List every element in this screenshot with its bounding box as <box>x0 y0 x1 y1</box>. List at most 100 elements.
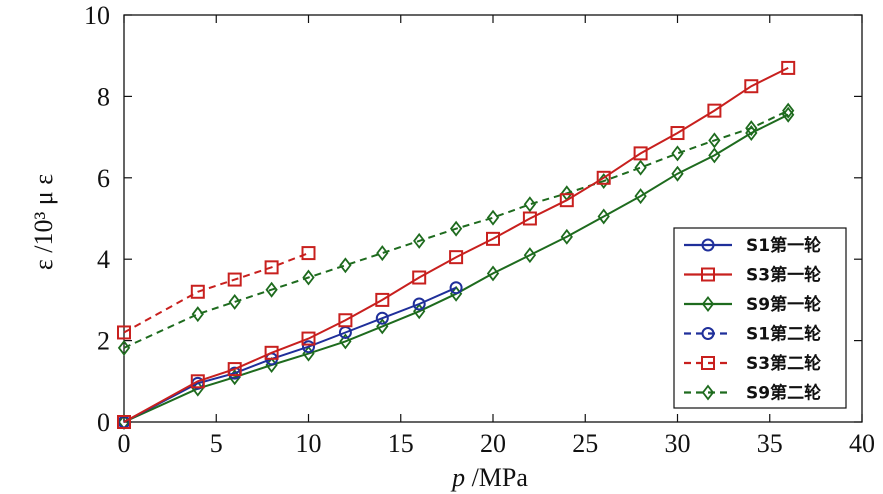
legend-marker <box>701 267 715 282</box>
data-point <box>634 188 647 205</box>
legend-box <box>673 227 847 409</box>
data-point <box>670 126 685 141</box>
x-axis-label-italic: p <box>450 463 465 492</box>
x-tick-label: 10 <box>296 429 322 458</box>
data-point <box>375 311 389 325</box>
legend-label: S9第一轮 <box>746 294 821 315</box>
data-point <box>634 159 647 176</box>
legend-label: S3第一轮 <box>746 265 821 286</box>
x-tick-label: 30 <box>665 429 691 458</box>
series-5 <box>117 102 795 356</box>
data-point <box>449 220 463 237</box>
data-point <box>671 145 684 162</box>
x-tick-label: 15 <box>388 429 414 458</box>
x-axis-label-unit: /MPa <box>465 463 528 492</box>
data-point <box>376 318 389 335</box>
x-tick-label: 25 <box>572 429 598 458</box>
y-tick-label: 0 <box>97 408 110 437</box>
data-point <box>745 125 758 142</box>
x-tick-label: 5 <box>210 429 223 458</box>
data-point <box>559 193 574 208</box>
y-axis-label: ε /10³ μ ε <box>29 174 58 270</box>
data-point <box>486 265 500 282</box>
legend-label: S1第一轮 <box>746 235 821 256</box>
data-point <box>412 297 426 311</box>
data-point <box>486 231 500 246</box>
data-point <box>596 170 611 185</box>
y-tick-label: 6 <box>97 164 110 193</box>
data-point <box>597 208 610 225</box>
legend-marker <box>701 296 715 312</box>
data-point <box>781 60 796 75</box>
legend: S1第一轮 S3第一轮 S9第一轮 S1第二轮 S3第二轮 S9第二轮 <box>673 227 847 409</box>
data-point <box>671 165 684 182</box>
series-line <box>123 286 457 423</box>
data-point <box>191 306 204 323</box>
legend-marker <box>701 238 715 252</box>
data-point <box>227 272 242 287</box>
data-point <box>449 281 463 295</box>
data-point <box>302 269 315 286</box>
series-4 <box>117 246 316 340</box>
legend-label: S1第二轮 <box>746 324 821 345</box>
data-point <box>339 333 352 350</box>
data-point <box>522 211 537 226</box>
data-point <box>339 257 352 274</box>
data-point <box>190 374 205 389</box>
data-point <box>301 331 316 346</box>
data-point <box>302 340 315 354</box>
x-tick-label: 35 <box>757 429 783 458</box>
legend-entry: S3第二轮 <box>684 353 821 374</box>
data-point <box>301 246 316 261</box>
data-point <box>412 270 427 285</box>
legend-marker <box>701 384 715 401</box>
data-point <box>523 247 537 264</box>
legend-label: S9第二轮 <box>746 383 821 404</box>
axis-ticks: 0 5 10 15 20 25 30 35 40 0 2 4 6 8 10 <box>84 1 875 458</box>
data-point <box>744 79 759 94</box>
y-tick-label: 2 <box>97 327 110 356</box>
data-point <box>633 146 648 161</box>
data-point <box>117 415 131 429</box>
y-tick-label: 4 <box>97 245 110 274</box>
data-point <box>117 325 131 340</box>
legend-marker <box>701 356 715 370</box>
series-line <box>123 109 789 349</box>
legend-entry: S9第一轮 <box>684 294 821 315</box>
data-point <box>338 313 353 328</box>
series-line <box>123 252 309 334</box>
y-tick-label: 10 <box>84 1 110 30</box>
legend-entry: S1第二轮 <box>684 324 821 345</box>
data-point <box>265 281 278 298</box>
data-point <box>486 209 500 226</box>
data-point <box>782 102 795 119</box>
data-point <box>190 284 205 299</box>
data-point <box>745 120 758 137</box>
data-point <box>560 228 573 245</box>
data-point <box>413 232 426 249</box>
series-line <box>123 113 789 423</box>
data-point <box>708 132 721 149</box>
data-point <box>264 345 279 360</box>
legend-entry: S3第一轮 <box>684 265 821 286</box>
data-point <box>264 260 279 275</box>
legend-entry: S9第二轮 <box>684 383 821 404</box>
data-point <box>227 362 242 377</box>
series-layer <box>117 60 796 430</box>
data-point <box>523 196 537 213</box>
data-point <box>375 292 390 307</box>
data-point <box>707 103 722 118</box>
legend-label: S3第二轮 <box>746 353 821 374</box>
legend-marker <box>701 327 715 340</box>
data-point <box>117 339 131 356</box>
x-tick-label: 40 <box>849 429 875 458</box>
data-point <box>782 106 795 123</box>
y-tick-label: 8 <box>97 82 110 111</box>
series-1 <box>117 60 796 429</box>
x-tick-label: 0 <box>118 429 131 458</box>
legend-entry: S1第一轮 <box>684 235 821 256</box>
data-point <box>228 293 241 310</box>
data-point <box>376 245 389 262</box>
x-axis-label: p /MPa <box>450 463 528 492</box>
